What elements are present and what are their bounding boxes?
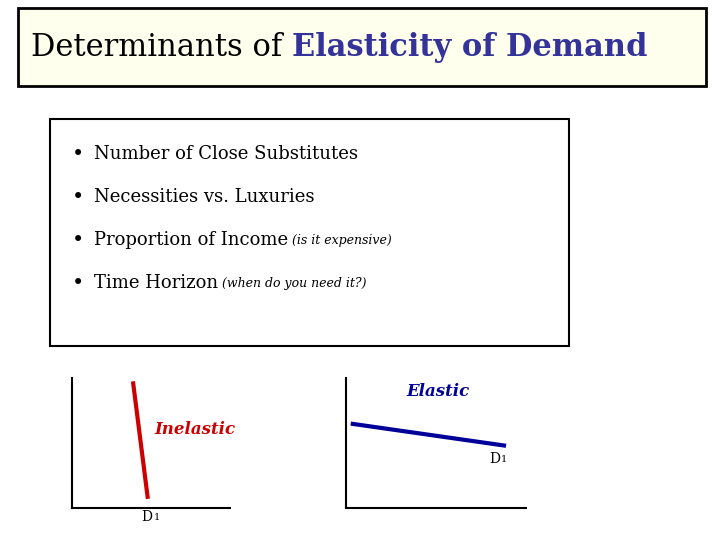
Bar [50, 119, 569, 346]
Text: 1: 1 [500, 455, 507, 464]
Text: (when do you need it?): (when do you need it?) [217, 277, 366, 290]
Text: D: D [141, 510, 152, 524]
Bar [18, 8, 706, 86]
Text: 1: 1 [153, 513, 160, 522]
Text: Time Horizon: Time Horizon [94, 274, 217, 293]
Text: Determinants of: Determinants of [31, 32, 292, 63]
Text: •: • [72, 273, 84, 294]
Text: Proportion of Income: Proportion of Income [94, 231, 288, 249]
Text: Necessities vs. Luxuries: Necessities vs. Luxuries [94, 188, 314, 206]
Text: Number of Close Substitutes: Number of Close Substitutes [94, 145, 358, 163]
Text: •: • [72, 230, 84, 251]
Text: Elastic: Elastic [407, 383, 470, 400]
Text: D: D [490, 452, 500, 466]
Text: •: • [72, 187, 84, 207]
Text: (is it expensive): (is it expensive) [288, 234, 392, 247]
Text: Inelastic: Inelastic [155, 421, 236, 438]
Text: •: • [72, 144, 84, 164]
Text: Elasticity of Demand: Elasticity of Demand [292, 32, 647, 63]
